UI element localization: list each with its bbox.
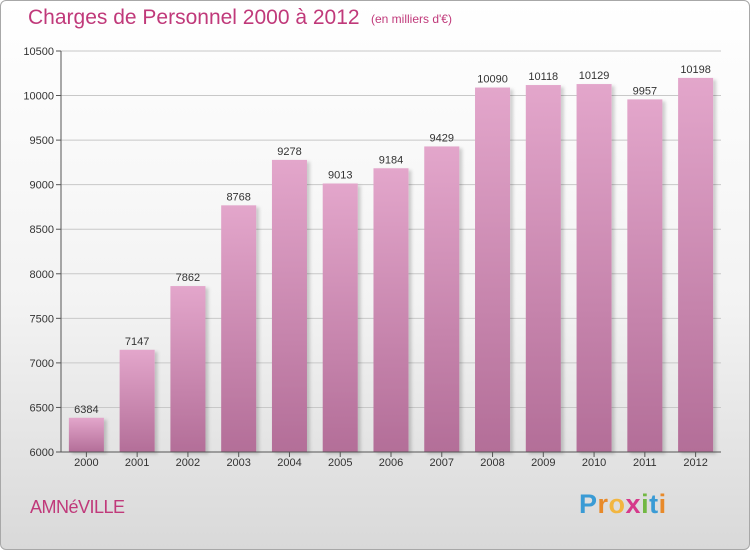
bar-value-label: 9013 [328, 170, 352, 182]
x-tick-label: 2005 [328, 457, 352, 469]
bar-2001 [119, 349, 155, 452]
bar-2003 [221, 205, 257, 452]
bar-value-label: 8768 [226, 191, 250, 203]
x-tick-label: 2012 [683, 457, 707, 469]
logo-letter: P [579, 489, 598, 519]
bar-value-label: 7147 [125, 336, 149, 348]
y-tick-label: 7500 [30, 313, 54, 325]
x-tick-label: 2010 [582, 457, 606, 469]
x-tick-label: 2007 [430, 457, 454, 469]
x-tick-label: 2006 [379, 457, 403, 469]
bar-value-label: 7862 [176, 272, 200, 284]
bar-value-label: 6384 [74, 404, 98, 416]
x-tick-label: 2009 [531, 457, 555, 469]
bar-2004 [271, 159, 307, 452]
x-tick-label: 2011 [633, 457, 657, 469]
y-tick-label: 10500 [23, 46, 54, 58]
bar-value-label: 9957 [633, 85, 657, 97]
town-name: AMNéVILLE [30, 497, 125, 517]
bar-2008 [475, 87, 511, 452]
logo-letter: i [641, 489, 650, 519]
bar-value-label: 9429 [430, 132, 454, 144]
x-tick-label: 2001 [125, 457, 149, 469]
x-tick-label: 2000 [74, 457, 98, 469]
proxiti-logo[interactable]: Proxiti [579, 489, 667, 520]
axes-group: 6000 6500 7000 7500 8000 8500 9000 9500 10000 105… [23, 46, 721, 469]
bar-2000 [68, 417, 104, 452]
bar-2007 [424, 146, 460, 453]
bar-value-label: 10090 [477, 74, 508, 86]
logo-letter: x [625, 489, 642, 519]
bar-2012 [678, 77, 714, 452]
bar-2010 [576, 84, 612, 453]
y-tick-label: 9000 [30, 180, 54, 192]
y-tick-label: 10000 [23, 91, 54, 103]
bar-2006 [373, 168, 409, 453]
bar-2005 [322, 183, 358, 452]
x-tick-label: 2003 [226, 457, 250, 469]
bar-value-label: 10118 [528, 71, 558, 83]
y-tick-label: 7000 [30, 358, 54, 370]
x-tick-label: 2008 [480, 457, 504, 469]
chart-title: Charges de Personnel 2000 à 2012 [28, 6, 360, 29]
logo-letter: o [608, 489, 626, 519]
logo-letter: i [658, 489, 667, 519]
y-tick-label: 8500 [30, 224, 54, 236]
logo-letter: t [649, 489, 659, 519]
bar-value-label: 10129 [579, 70, 610, 82]
x-tick-label: 2002 [176, 457, 200, 469]
y-tick-label: 6000 [30, 447, 54, 459]
bar-2011 [627, 99, 663, 453]
bar-value-label: 9184 [379, 154, 403, 166]
x-tick-label: 2004 [277, 457, 301, 469]
bars-group: 6384 7147 7862 8768 9278 9013 9184 9429 10090 101… [68, 64, 714, 453]
bar-2009 [525, 85, 561, 453]
y-tick-label: 9500 [30, 135, 54, 147]
y-tick-label: 8000 [30, 269, 54, 281]
y-tick-label: 6500 [30, 402, 54, 414]
logo-letter: r [597, 489, 609, 519]
chart-subtitle: (en milliers d'€) [371, 12, 452, 26]
bar-value-label: 9278 [277, 146, 301, 158]
bar-2002 [170, 286, 206, 452]
bar-value-label: 10198 [680, 64, 711, 76]
